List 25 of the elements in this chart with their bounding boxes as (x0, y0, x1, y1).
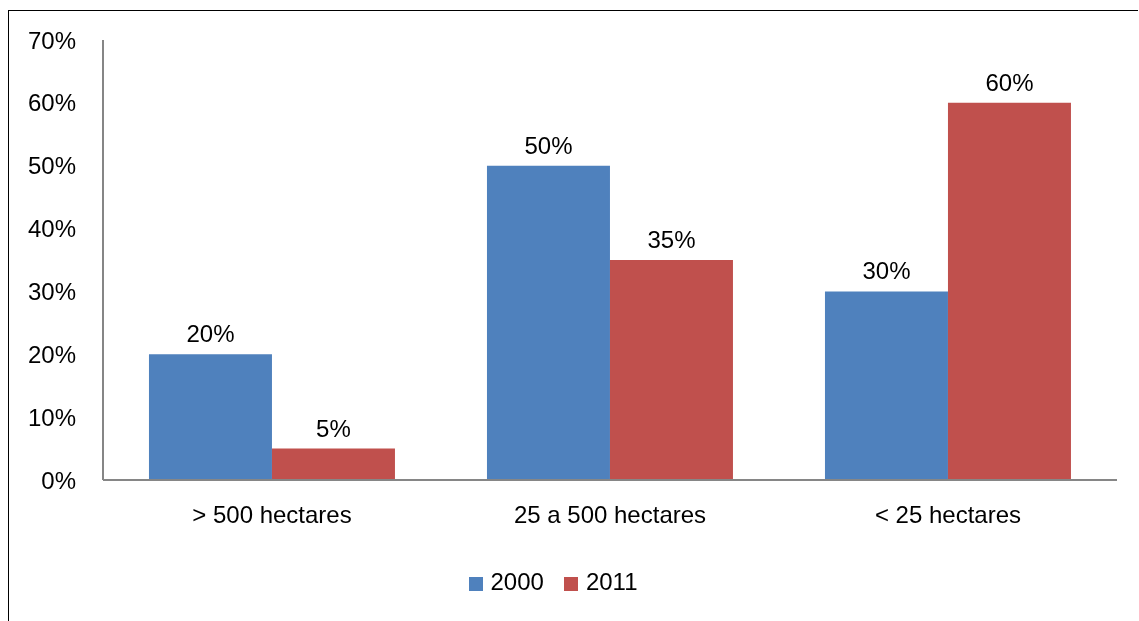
bar (486, 165, 610, 480)
x-tick-label: 25 a 500 hectares (513, 501, 707, 529)
y-tick-label: 70% (27, 26, 76, 54)
legend-label: 2011 (584, 568, 639, 595)
y-tick-label: 30% (27, 277, 76, 305)
bar (824, 291, 948, 480)
y-tick-label: 10% (27, 403, 76, 431)
data-label: 35% (647, 226, 696, 253)
bar (947, 102, 1071, 480)
y-tick-label: 20% (27, 340, 76, 368)
y-tick-label: 40% (27, 215, 76, 243)
data-label: 5% (316, 414, 351, 442)
data-label: 60% (985, 68, 1034, 96)
bar (609, 260, 733, 480)
bar (271, 448, 395, 480)
y-tick-label: 50% (27, 152, 76, 180)
data-label: 50% (524, 131, 573, 159)
bar (148, 354, 272, 480)
data-label: 20% (186, 320, 235, 348)
y-tick-label: 0% (41, 466, 76, 494)
x-tick-label: < 25 hectares (874, 501, 1022, 529)
data-label: 30% (862, 257, 911, 285)
x-tick-label: > 500 hectares (192, 501, 352, 529)
legend-label: 2000 (489, 568, 545, 595)
y-tick-label: 60% (27, 89, 76, 117)
